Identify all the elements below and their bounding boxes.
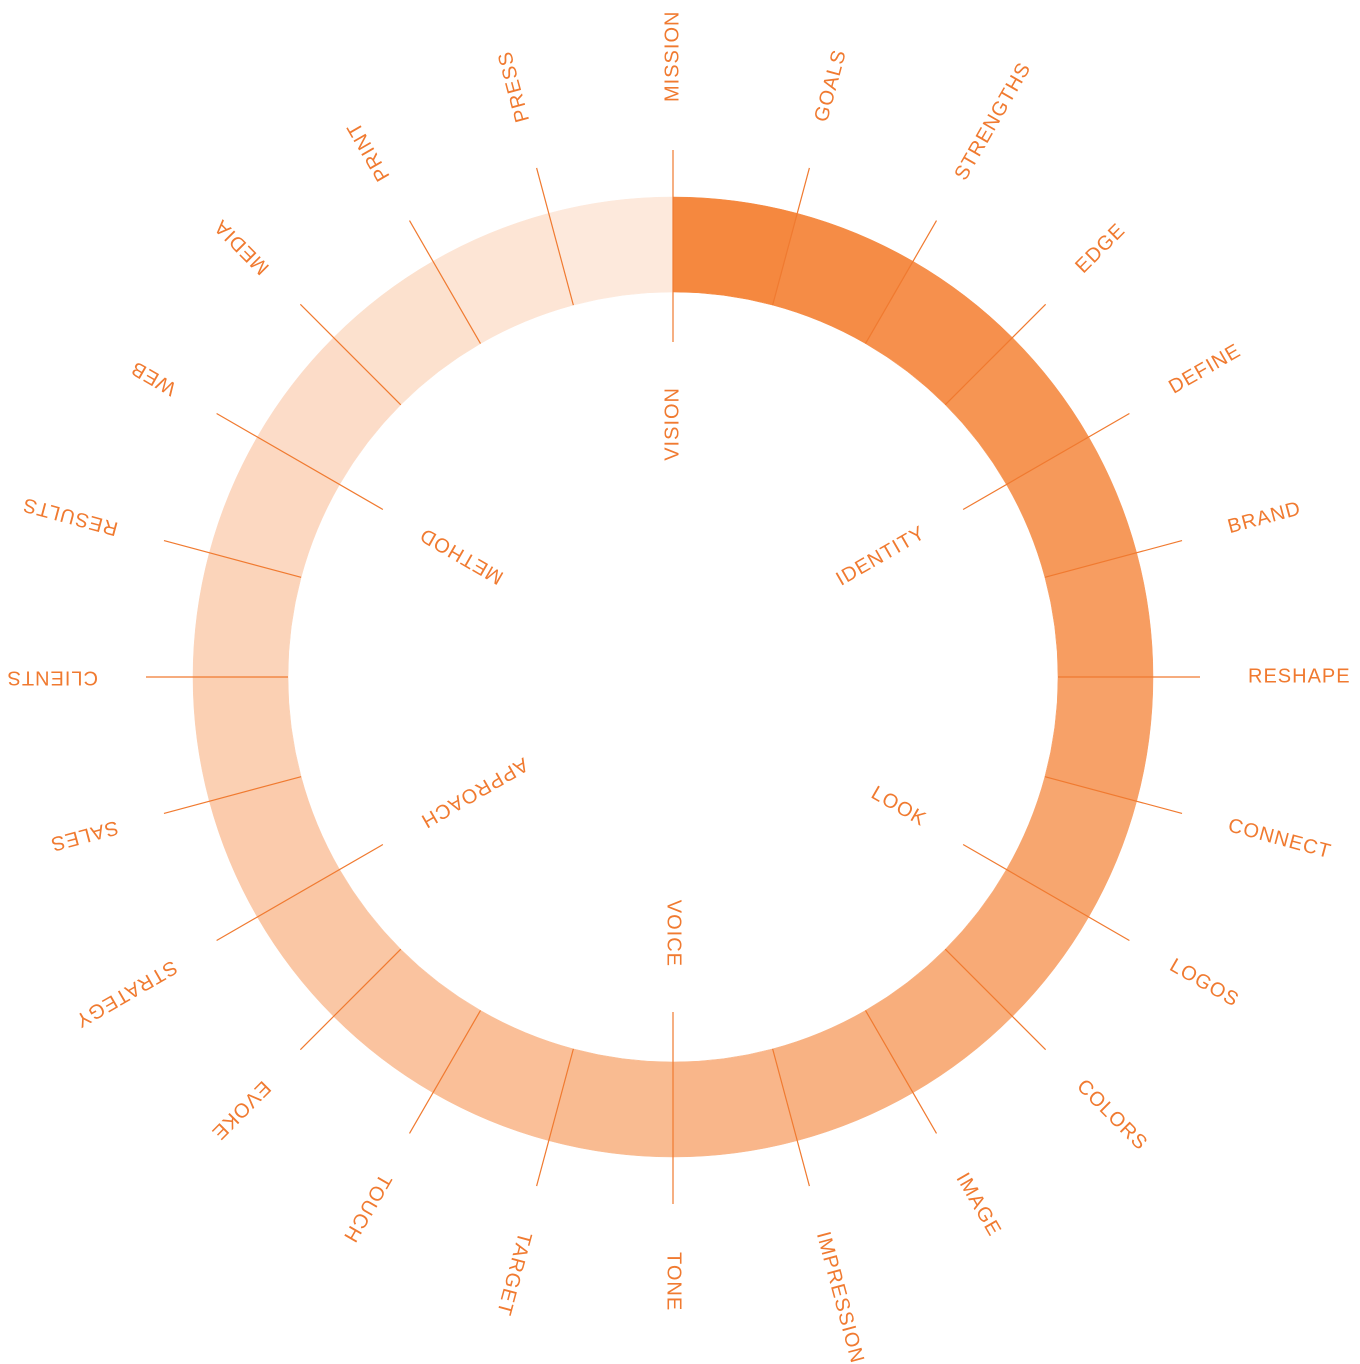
divider-line [772, 167, 810, 306]
outer-label: BRAND [1225, 497, 1303, 538]
divider-line [864, 1010, 938, 1134]
inner-label: APPROACH [417, 753, 532, 832]
divider-line [163, 540, 302, 578]
divider-line [299, 303, 402, 406]
outer-label: TARGET [492, 1230, 535, 1318]
divider-line [163, 776, 302, 814]
divider-line [216, 412, 384, 511]
divider-line [1044, 540, 1183, 578]
outer-label: COLORS [1072, 1075, 1152, 1155]
outer-label: EDGE [1071, 219, 1129, 277]
outer-label: WEB [127, 356, 180, 399]
divider-line [408, 220, 482, 344]
divider-line [536, 1048, 574, 1187]
outer-label: EVOKE [207, 1076, 275, 1144]
outer-label: GOALS [811, 47, 851, 124]
divider-line [299, 948, 402, 1051]
divider-line [962, 843, 1130, 942]
divider-line [408, 1010, 482, 1134]
outer-label: STRATEGY [71, 956, 181, 1032]
inner-label: VOICE [663, 900, 685, 967]
outer-label: TONE [663, 1252, 685, 1311]
outer-label: STRENGTHS [950, 59, 1035, 185]
inner-label: VISION [661, 387, 683, 461]
inner-label: METHOD [416, 523, 507, 588]
outer-label: RESULTS [20, 493, 120, 540]
outer-label: LOGOS [1166, 954, 1243, 1011]
divider-line [864, 220, 938, 344]
outer-label: CLIENTS [7, 667, 98, 689]
outer-label: PRESS [494, 49, 534, 125]
divider-line [536, 167, 574, 306]
inner-label: IDENTITY [832, 522, 929, 591]
outer-label: MISSION [661, 11, 683, 102]
outer-label: CONNECT [1226, 815, 1334, 864]
divider-line [944, 948, 1047, 1051]
outer-label: IMAGE [952, 1169, 1006, 1240]
outer-label: SALES [48, 816, 121, 855]
outer-label: MEDIA [210, 215, 274, 279]
divider-line [772, 1048, 810, 1187]
outer-label: DEFINE [1165, 340, 1245, 399]
inner-label: LOOK [867, 782, 930, 831]
divider-line [1044, 776, 1183, 814]
outer-label: IMPRESSION [812, 1229, 868, 1364]
outer-label: RESHAPE [1248, 665, 1351, 687]
divider-line [216, 843, 384, 942]
divider-line [944, 303, 1047, 406]
outer-label: PRINT [343, 118, 395, 185]
divider-line [962, 412, 1130, 511]
outer-label: TOUCH [339, 1170, 396, 1247]
